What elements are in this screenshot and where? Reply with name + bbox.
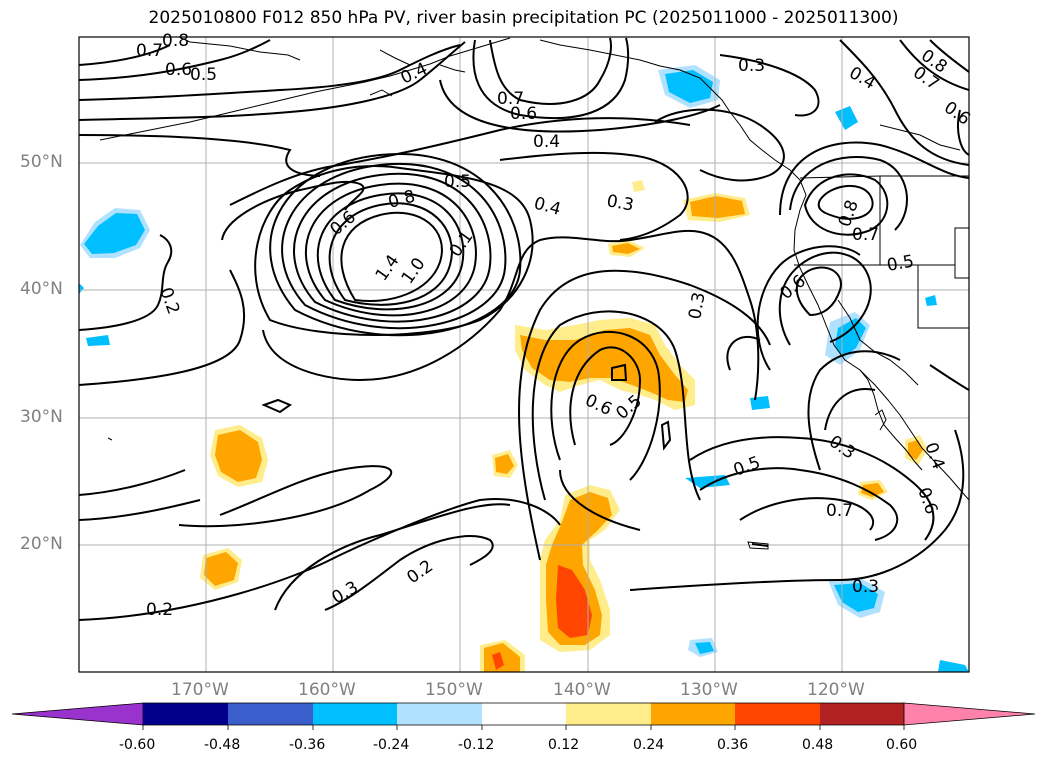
precip-area	[484, 643, 520, 672]
colorbar-tick-label: -0.36	[289, 737, 326, 753]
precip-positive-shading	[200, 180, 928, 672]
precip-area	[835, 318, 866, 358]
contour-label: 0.5	[885, 252, 915, 276]
colorbar-tick-label: 0.48	[802, 737, 834, 753]
contour-label: 0.3	[329, 577, 362, 608]
precip-area	[750, 396, 770, 410]
colorbar-tick-label: -0.12	[458, 737, 495, 753]
colorbar-swatch	[651, 703, 735, 725]
contour-label: 0.7	[497, 89, 524, 109]
precip-area	[695, 642, 714, 654]
precip-negative-shading	[79, 65, 969, 672]
contour-label: 0.5	[612, 391, 646, 424]
lon-label-170w: 170°W	[171, 680, 229, 700]
lon-label-150w: 150°W	[425, 680, 483, 700]
colorbar-swatch	[482, 703, 566, 725]
colorbar-extend-low	[11, 702, 144, 726]
colorbar-swatch	[397, 703, 482, 725]
colorbar-tick-label: 0.36	[717, 737, 749, 753]
colorbar-swatch	[228, 703, 313, 725]
precip-area	[665, 70, 713, 103]
contour-label: 0.7	[826, 501, 853, 521]
colorbar	[11, 702, 1036, 730]
precip-area	[79, 283, 84, 294]
precip-area	[86, 335, 110, 346]
precip-area	[834, 583, 878, 612]
contour-label: 0.6	[326, 207, 360, 240]
lat-label-20n: 20°N	[20, 534, 63, 554]
contour-label: 0.3	[852, 577, 879, 597]
colorbar-tick-label: -0.60	[119, 737, 156, 753]
contour-label: 0.5	[444, 172, 471, 192]
colorbar-tick-label: -0.24	[373, 737, 410, 753]
lat-label-40n: 40°N	[20, 279, 63, 299]
contour-label: 0.3	[738, 56, 765, 76]
lon-label-120w: 120°W	[807, 680, 865, 700]
contour-label: 0.6	[510, 104, 537, 124]
precip-area	[492, 652, 504, 670]
colorbar-swatch	[143, 703, 228, 725]
lat-label-50n: 50°N	[20, 152, 63, 172]
precip-area	[556, 565, 592, 638]
contour-label: 0.6	[582, 390, 615, 420]
lon-label-130w: 130°W	[680, 680, 738, 700]
colorbar-swatch	[820, 703, 904, 725]
contour-label: 0.3	[825, 432, 859, 464]
colorbar-tick-label: -0.48	[204, 737, 241, 753]
colorbar-swatch	[313, 703, 397, 725]
precip-area	[861, 483, 884, 497]
contour-label: 0.2	[403, 556, 437, 588]
contour-label: 0.5	[731, 453, 763, 481]
precip-area	[632, 180, 645, 192]
contour-label: 0.3	[605, 191, 635, 215]
contour-label: 0.7	[136, 41, 163, 61]
contour-label: 0.8	[386, 187, 417, 213]
precip-area	[925, 295, 937, 306]
contour-label: 0.4	[532, 194, 563, 220]
colorbar-swatch	[735, 703, 820, 725]
colorbar-tick-label: 0.24	[633, 737, 665, 753]
map-content	[79, 37, 969, 672]
contour-label: 0.3	[685, 291, 709, 321]
contour-label: 1.4	[372, 251, 404, 285]
precip-area	[215, 430, 262, 482]
precip-area	[938, 660, 969, 672]
contour-label: 0.6	[165, 60, 192, 80]
precip-area	[84, 213, 145, 254]
contour-label: 0.5	[190, 65, 217, 85]
lon-label-140w: 140°W	[553, 680, 611, 700]
pv-contours	[79, 37, 969, 621]
map-frame	[78, 36, 970, 673]
precip-area	[835, 106, 858, 130]
contour-label: 0.7	[852, 225, 879, 245]
lat-label-30n: 30°N	[20, 407, 63, 427]
precip-area	[204, 552, 238, 586]
contour-label: 0.4	[846, 63, 879, 94]
precip-area	[495, 454, 514, 474]
figure-title: 2025010800 F012 850 hPa PV, river basin …	[148, 8, 899, 28]
lon-label-160w: 160°W	[298, 680, 356, 700]
colorbar-swatch	[566, 703, 651, 725]
colorbar-tick-label: 0.12	[548, 737, 580, 753]
precip-area	[685, 475, 730, 488]
precip-area	[908, 440, 923, 460]
colorbar-tick-label: 0.60	[886, 737, 918, 753]
precip-area	[690, 196, 745, 218]
contour-label: 0.2	[146, 600, 173, 620]
contour-label: 0.4	[398, 59, 431, 89]
contour-label: 0.4	[920, 440, 948, 472]
contour-label: 0.4	[533, 132, 560, 152]
colorbar-extend-high	[903, 702, 1036, 726]
precip-area	[612, 243, 640, 254]
contour-label: 0.8	[162, 31, 189, 51]
contour-label: 0.6	[913, 485, 941, 517]
map-gridlines	[79, 37, 969, 672]
